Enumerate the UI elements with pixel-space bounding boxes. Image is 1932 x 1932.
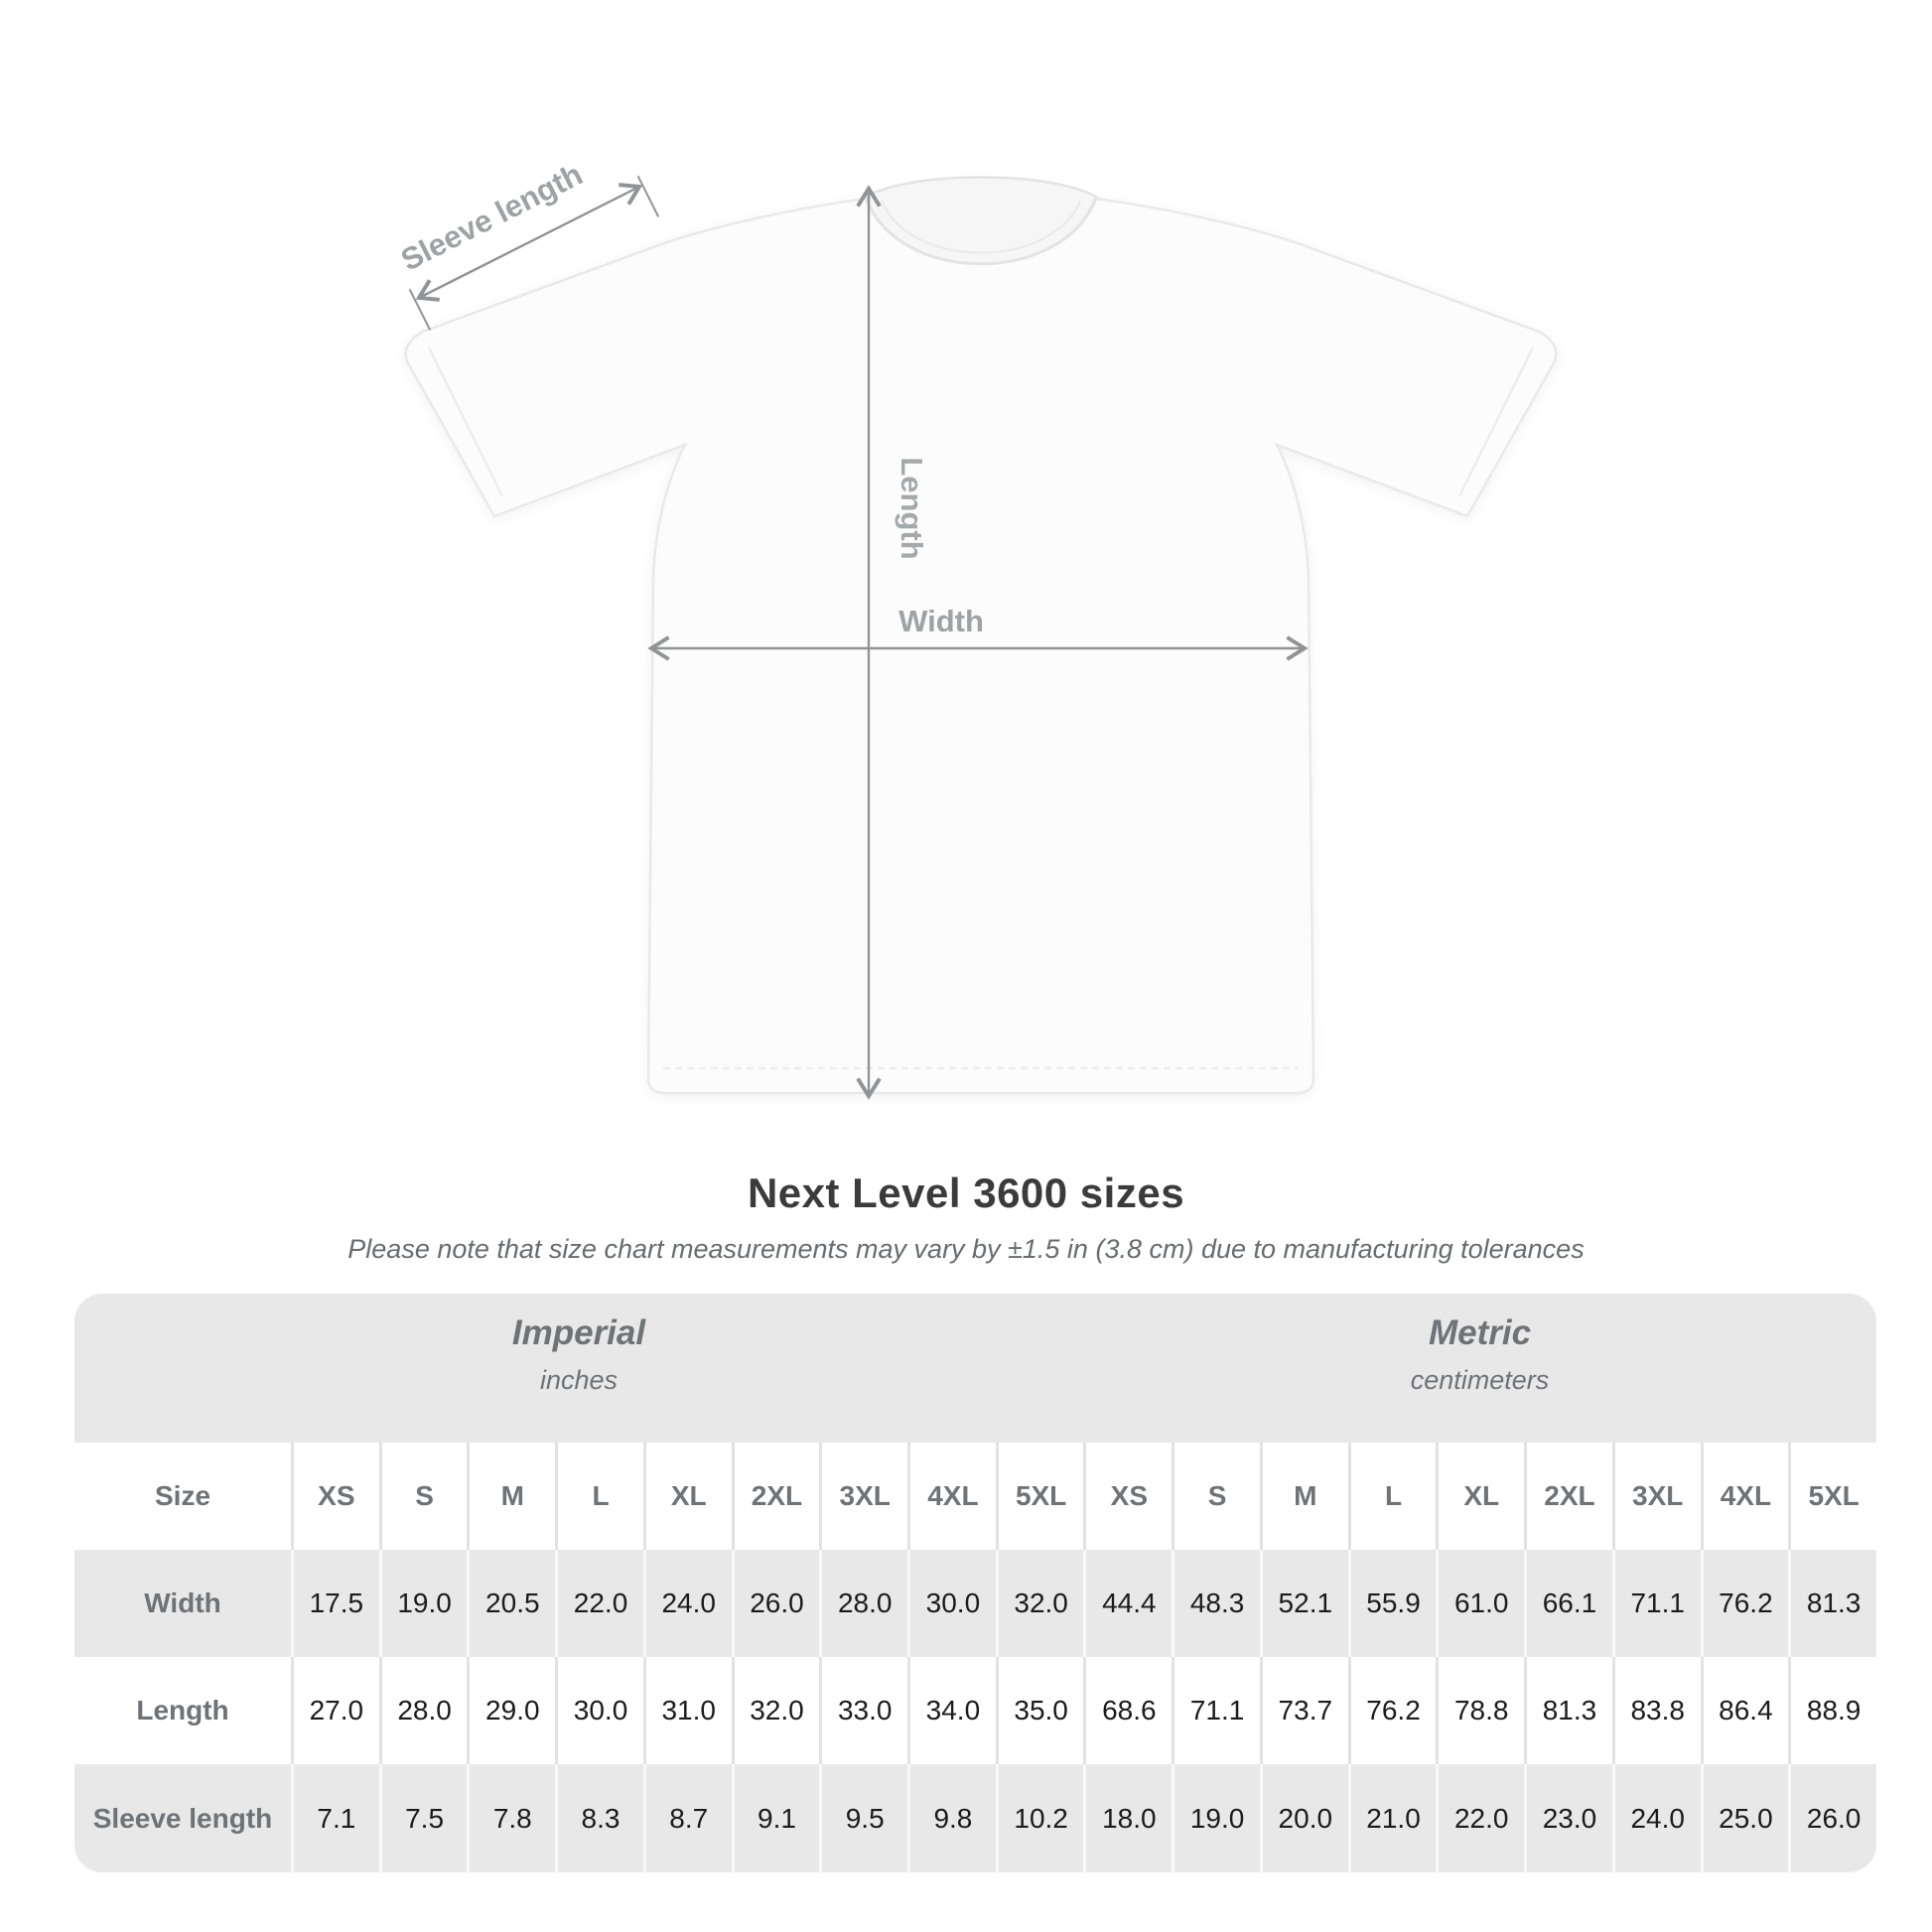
size-cell: XS xyxy=(1083,1443,1172,1550)
size-cell: 35.0 xyxy=(995,1657,1084,1764)
size-cell: 2XL xyxy=(1524,1443,1612,1550)
size-cell: 7.1 xyxy=(291,1764,379,1872)
size-cell: 30.0 xyxy=(907,1550,996,1657)
metric-title: Metric xyxy=(1428,1313,1532,1352)
size-cell: 31.0 xyxy=(642,1657,732,1764)
size-cell: 71.1 xyxy=(1611,1550,1701,1657)
size-cell: 30.0 xyxy=(555,1657,643,1764)
size-cell: 7.8 xyxy=(467,1764,555,1872)
size-cell: XS xyxy=(291,1443,379,1550)
size-cell: 9.5 xyxy=(819,1764,907,1872)
size-cell: 26.0 xyxy=(731,1550,820,1657)
metric-header: Metric centimeters xyxy=(1083,1313,1876,1396)
size-cell: 33.0 xyxy=(819,1657,907,1764)
size-cell: 19.0 xyxy=(1172,1764,1260,1872)
size-cell: L xyxy=(555,1443,643,1550)
row-label: Length xyxy=(136,1695,229,1725)
measurement-row: Sleeve length 7.1 7.5 7.8 8.3 8.7 9.1 9.5 9.8 10.… xyxy=(74,1764,1876,1872)
size-cell: 28.0 xyxy=(819,1550,907,1657)
size-cell: L xyxy=(1347,1443,1437,1550)
size-cell: 5XL xyxy=(995,1443,1084,1550)
size-cell: S xyxy=(378,1443,468,1550)
row-label: Sleeve length xyxy=(92,1802,273,1834)
size-cell: 86.4 xyxy=(1700,1657,1789,1764)
metric-unit: centimeters xyxy=(1410,1365,1550,1395)
size-cell: S xyxy=(1172,1443,1260,1550)
size-cell: 28.0 xyxy=(378,1657,468,1764)
width-label: Width xyxy=(898,604,984,638)
size-cell: XL xyxy=(642,1443,732,1550)
imperial-unit: inches xyxy=(539,1365,619,1395)
size-cell: 24.0 xyxy=(642,1550,732,1657)
size-cell: 9.1 xyxy=(731,1764,820,1872)
size-cell: M xyxy=(1259,1443,1348,1550)
size-cell: 78.8 xyxy=(1436,1657,1524,1764)
size-cell: 8.7 xyxy=(642,1764,732,1872)
size-cell: 71.1 xyxy=(1172,1657,1260,1764)
size-cell: M xyxy=(467,1443,555,1550)
size-cell: 76.2 xyxy=(1700,1550,1789,1657)
measurement-row: Width 17.5 19.0 20.5 22.0 24.0 26.0 28.0 30.0 32.… xyxy=(74,1550,1876,1657)
sleeve-length-label: Sleeve length xyxy=(395,157,588,278)
size-grid: Size XS S M L XL 2XL 3XL 4XL 5XL XS S M L XL 2XL 3XL 4XL 5… xyxy=(74,1443,1876,1872)
measurement-row: Length 27.0 28.0 29.0 30.0 31.0 32.0 33.0 34.0 35… xyxy=(74,1657,1876,1764)
size-cell: 26.0 xyxy=(1788,1764,1876,1872)
size-cell: 23.0 xyxy=(1524,1764,1612,1872)
imperial-title: Imperial xyxy=(511,1313,646,1352)
size-cell: XL xyxy=(1436,1443,1524,1550)
tolerance-note: Please note that size chart measurements… xyxy=(347,1234,1585,1264)
size-cell: 24.0 xyxy=(1611,1764,1701,1872)
imperial-header: Imperial inches xyxy=(74,1313,1083,1396)
size-cell: 66.1 xyxy=(1524,1550,1612,1657)
size-cell: 4XL xyxy=(1700,1443,1789,1550)
size-cell: 76.2 xyxy=(1347,1657,1437,1764)
page-title: Next Level 3600 sizes xyxy=(747,1170,1185,1216)
size-cell: 52.1 xyxy=(1259,1550,1348,1657)
size-cell: 81.3 xyxy=(1524,1657,1612,1764)
row-label: Width xyxy=(144,1587,221,1618)
size-cell: 7.5 xyxy=(378,1764,468,1872)
size-cell: 10.2 xyxy=(995,1764,1084,1872)
size-cell: 3XL xyxy=(819,1443,907,1550)
size-cell: 2XL xyxy=(731,1443,820,1550)
size-cell: 18.0 xyxy=(1083,1764,1172,1872)
size-cell: 55.9 xyxy=(1347,1550,1437,1657)
size-cell: 34.0 xyxy=(907,1657,996,1764)
unit-header-band: Imperial inches Metric centimeters xyxy=(74,1294,1876,1443)
size-cell: 73.7 xyxy=(1259,1657,1348,1764)
size-cell: 22.0 xyxy=(1436,1764,1524,1872)
size-cell: 20.0 xyxy=(1259,1764,1348,1872)
size-cell: 4XL xyxy=(907,1443,996,1550)
size-cell: 61.0 xyxy=(1436,1550,1524,1657)
size-cell: 20.5 xyxy=(467,1550,555,1657)
sleeve-length-arrow xyxy=(408,175,660,331)
size-cell: 32.0 xyxy=(731,1657,820,1764)
length-label: Length xyxy=(895,457,929,559)
size-cell: 68.6 xyxy=(1083,1657,1172,1764)
size-cell: 29.0 xyxy=(467,1657,555,1764)
size-header-row: Size XS S M L XL 2XL 3XL 4XL 5XL XS S M L XL 2XL 3XL 4XL 5… xyxy=(74,1443,1876,1550)
size-cell: 83.8 xyxy=(1611,1657,1701,1764)
size-cell: 17.5 xyxy=(291,1550,379,1657)
size-table: Imperial inches Metric centimeters Size X… xyxy=(74,1294,1876,1872)
size-cell: 3XL xyxy=(1611,1443,1701,1550)
size-cell: 32.0 xyxy=(995,1550,1084,1657)
size-cell: 5XL xyxy=(1788,1443,1876,1550)
size-cell: 44.4 xyxy=(1083,1550,1172,1657)
size-cell: 25.0 xyxy=(1700,1764,1789,1872)
size-cell: 88.9 xyxy=(1788,1657,1876,1764)
size-cell: 8.3 xyxy=(555,1764,643,1872)
size-cell: 48.3 xyxy=(1172,1550,1260,1657)
size-cell: 81.3 xyxy=(1788,1550,1876,1657)
size-cell: 22.0 xyxy=(555,1550,643,1657)
tshirt-measurement-diagram: Sleeve length Length Width xyxy=(395,157,1558,1100)
size-cell: 27.0 xyxy=(291,1657,379,1764)
size-cell: 9.8 xyxy=(907,1764,996,1872)
size-cell: 19.0 xyxy=(378,1550,468,1657)
row-label: Size xyxy=(154,1480,211,1511)
size-cell: 21.0 xyxy=(1347,1764,1437,1872)
